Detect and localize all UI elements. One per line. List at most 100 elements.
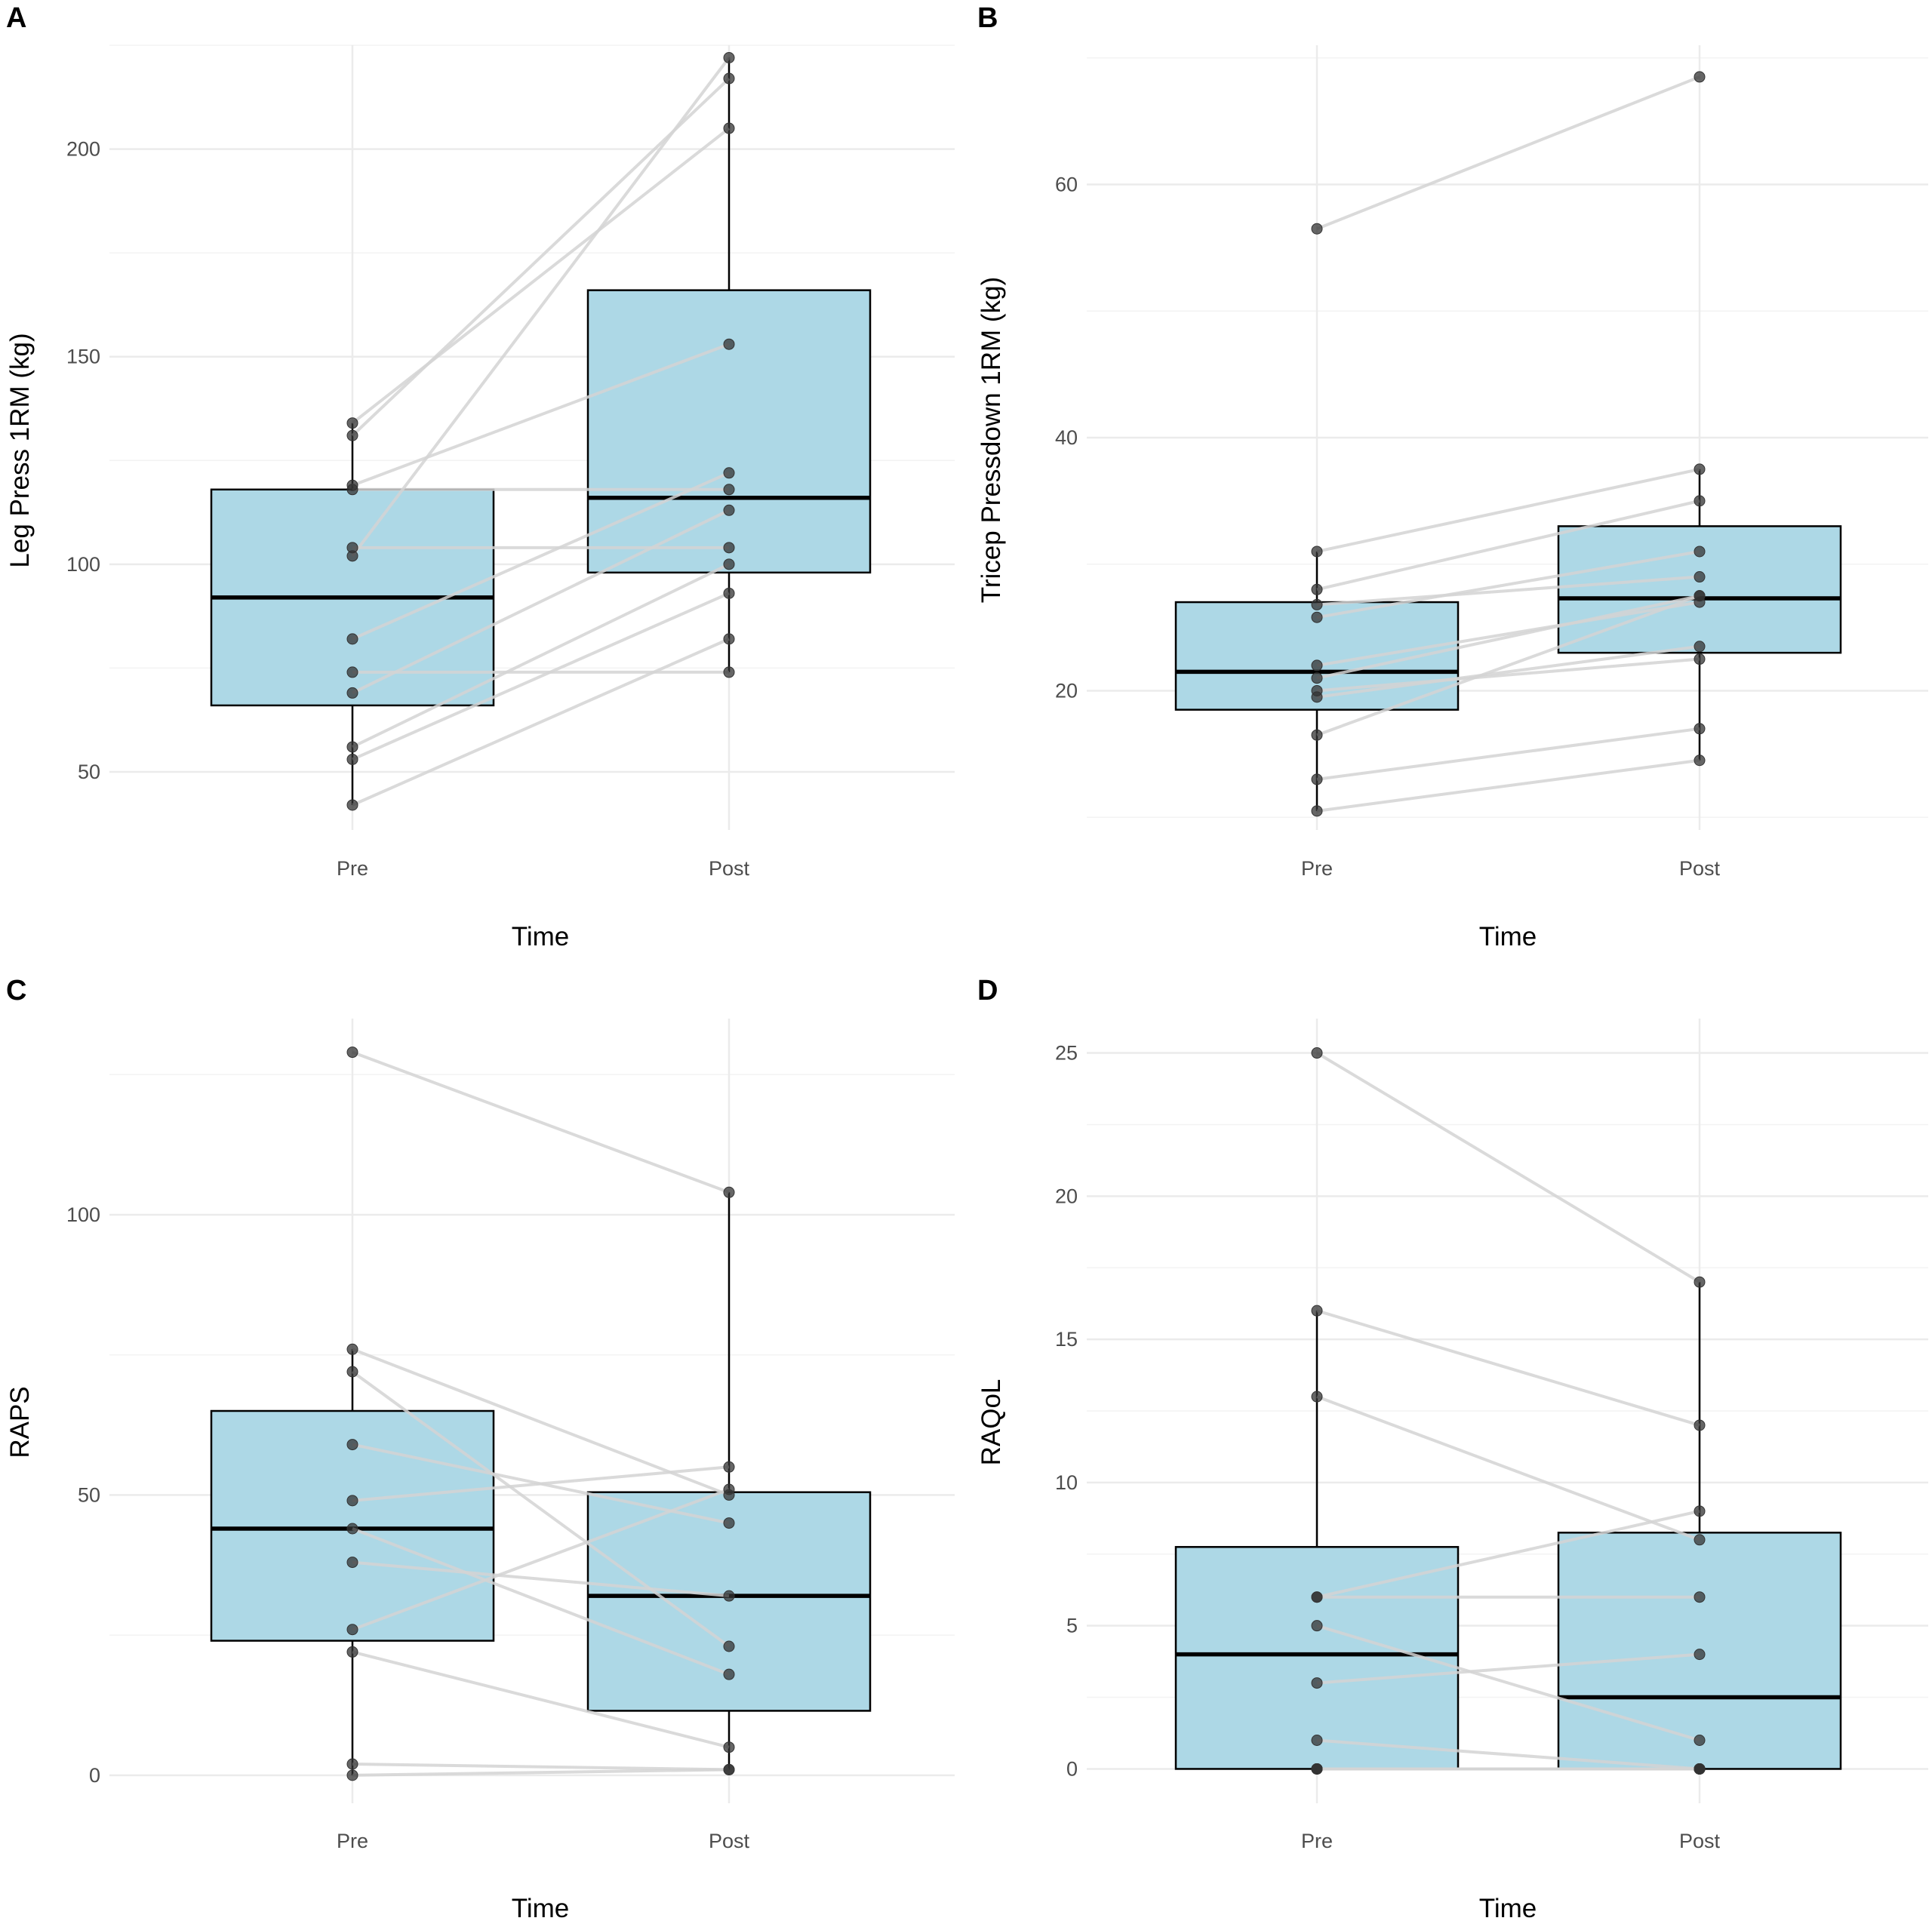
x-axis-title: Time: [512, 922, 569, 951]
data-point-pre: [346, 687, 358, 699]
paired-lines: [351, 57, 731, 807]
data-point-pre: [346, 1495, 358, 1507]
data-point-post: [1694, 1649, 1706, 1661]
paired-line: [1316, 727, 1700, 781]
data-point-post: [723, 504, 735, 516]
y-tick-labels: 20 40 60: [1055, 174, 1078, 702]
data-point-post: [1694, 1534, 1706, 1546]
data-point-pre: [346, 1758, 358, 1770]
data-point-post: [723, 1517, 735, 1529]
data-point-pre: [346, 417, 358, 429]
data-point-post: [723, 467, 735, 479]
y-tick-labels: 50 100 150 200: [66, 138, 100, 783]
y-axis-title: RAQoL: [977, 1379, 1006, 1466]
paired-line: [1316, 1624, 1700, 1742]
x-tick-label: Post: [709, 857, 750, 880]
paired-line: [352, 1488, 730, 1631]
paired-line: [352, 343, 730, 487]
y-tick-label: 0: [1066, 1757, 1078, 1780]
panel-b: B 20 40 60 Pre Post Time Tricep Pressdown …: [977, 2, 1928, 951]
data-point-post: [1694, 571, 1706, 583]
paired-line: [351, 1370, 731, 1648]
paired-lines: [1316, 75, 1700, 813]
paired-line: [352, 1768, 730, 1777]
paired-line: [352, 563, 730, 748]
data-point-pre: [1311, 1591, 1323, 1603]
data-points: [346, 52, 735, 811]
paired-line: [351, 77, 731, 437]
paired-line: [1316, 594, 1700, 737]
paired-line: [1316, 601, 1700, 667]
data-point-pre: [346, 429, 358, 441]
y-tick-label: 60: [1055, 174, 1078, 196]
boxplots: [1174, 469, 1842, 811]
x-tick-label: Pre: [1301, 1830, 1333, 1852]
data-point-post: [723, 633, 735, 645]
y-tick-label: 100: [66, 1203, 100, 1226]
data-points: [346, 1047, 735, 1781]
paired-line: [1316, 657, 1700, 693]
y-tick-label: 50: [78, 1483, 100, 1506]
y-tick-label: 15: [1055, 1328, 1078, 1351]
data-point-pre: [346, 550, 358, 562]
paired-line: [1316, 499, 1700, 592]
x-tick-label: Pre: [337, 1830, 368, 1852]
panel-d: D 0 5 10 15 20 25 Pre Post Time RAQoL: [977, 975, 1928, 1923]
y-axis-title: RAPS: [5, 1386, 35, 1458]
data-point-post: [1694, 1276, 1706, 1288]
y-axis-title: Leg Press 1RM (kg): [5, 333, 35, 567]
y-tick-label: 20: [1055, 1185, 1078, 1207]
panel-a: A 50 100 150 200 Pre Post Time Leg Press 1R…: [5, 2, 955, 951]
data-point-pre: [346, 753, 358, 765]
paired-line: [1316, 1309, 1700, 1427]
y-tick-label: 100: [66, 553, 100, 576]
data-point-pre: [346, 1624, 358, 1636]
data-point-post: [723, 1483, 735, 1495]
paired-line: [1316, 758, 1700, 813]
data-point-pre: [346, 484, 358, 496]
data-point-pre: [346, 1646, 358, 1658]
data-point-pre: [1311, 223, 1323, 235]
paired-line: [352, 1763, 730, 1772]
y-tick-label: 200: [66, 138, 100, 161]
y-tick-label: 20: [1055, 679, 1078, 702]
paired-line: [1316, 1509, 1700, 1599]
paired-line: [1316, 1652, 1700, 1685]
data-point-post: [723, 1763, 735, 1775]
paired-line: [351, 57, 731, 558]
data-point-post: [1694, 495, 1706, 507]
paired-line: [1316, 467, 1700, 553]
panel-letter: D: [977, 975, 998, 1007]
panel-letter: C: [6, 975, 26, 1007]
data-point-post: [723, 587, 735, 599]
data-point-pre: [1311, 611, 1323, 623]
box-post: [586, 289, 872, 574]
data-point-post: [723, 558, 735, 570]
x-tick-label: Post: [709, 1830, 750, 1852]
data-point-post: [723, 666, 735, 678]
data-point-pre: [346, 1366, 358, 1378]
data-point-pre: [346, 666, 358, 678]
data-point-pre: [1311, 583, 1323, 595]
x-axis-title: Time: [512, 1894, 569, 1923]
data-point-post: [1694, 1763, 1706, 1775]
data-point-pre: [1311, 1677, 1323, 1689]
y-tick-labels: 0 50 100: [66, 1203, 100, 1787]
data-point-post: [1694, 463, 1706, 475]
data-point-post: [723, 52, 735, 64]
x-tick-label: Post: [1679, 1830, 1721, 1852]
data-point-post: [1694, 71, 1706, 83]
x-tick-label: Pre: [337, 857, 368, 880]
paired-line: [352, 471, 730, 641]
paired-line: [352, 638, 730, 807]
paired-lines: [1315, 1051, 1701, 1771]
paired-line: [352, 1560, 730, 1598]
data-point-post: [1694, 723, 1706, 735]
y-tick-label: 50: [78, 761, 100, 783]
data-point-pre: [1311, 1047, 1323, 1059]
paired-lines: [351, 1050, 731, 1777]
data-point-post: [1694, 546, 1706, 558]
data-point-post: [723, 542, 735, 554]
data-point-post: [723, 338, 735, 350]
